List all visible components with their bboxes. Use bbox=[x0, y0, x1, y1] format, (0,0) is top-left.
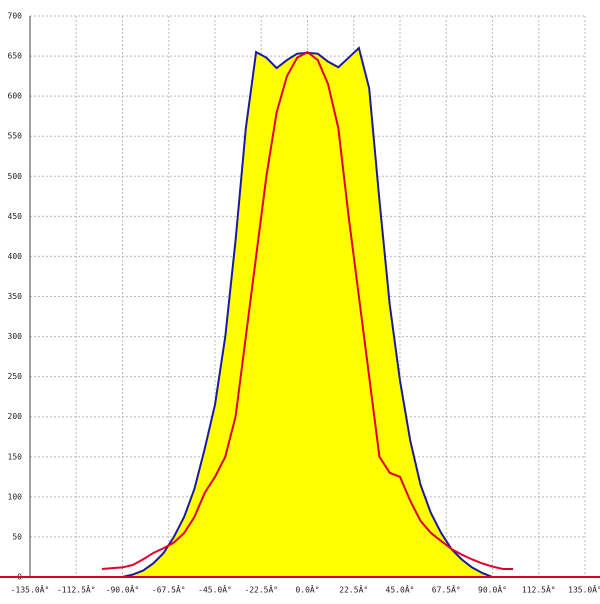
y-tick-label: 50 bbox=[12, 532, 22, 541]
x-tick-label: 45.0Â° bbox=[386, 584, 415, 595]
line bbox=[122, 46, 514, 578]
x-tick-label: 0.0Â° bbox=[295, 584, 319, 595]
x-tick-label: -112.5Â° bbox=[57, 584, 96, 595]
y-tick-label: 150 bbox=[8, 452, 23, 461]
x-tick-label: 135.0Â° bbox=[568, 584, 600, 595]
y-tick-label: 400 bbox=[8, 252, 23, 261]
x-tick-label: -67.5Â° bbox=[152, 584, 186, 595]
y-tick-label: 500 bbox=[8, 172, 23, 181]
y-tick-label: 100 bbox=[8, 492, 23, 501]
y-tick-label: 650 bbox=[8, 52, 23, 61]
x-tick-label: -22.5Â° bbox=[244, 584, 278, 595]
x-tick-label: -45.0Â° bbox=[198, 584, 232, 595]
x-tick-label: 112.5Â° bbox=[522, 584, 556, 595]
x-tick-label: -90.0Â° bbox=[106, 584, 140, 595]
y-tick-label: 200 bbox=[8, 412, 23, 421]
area bbox=[122, 48, 514, 578]
y-tick-label: 350 bbox=[8, 292, 23, 301]
x-tick-label: 90.0Â° bbox=[478, 584, 507, 595]
x-tick-label: 22.5Â° bbox=[339, 584, 368, 595]
x-tick-label: -135.0Â° bbox=[11, 584, 50, 595]
y-tick-label: 250 bbox=[8, 372, 23, 381]
x-tick-label: 67.5Â° bbox=[432, 584, 461, 595]
y-tick-label: 300 bbox=[8, 332, 23, 341]
y-tick-label: 600 bbox=[8, 92, 23, 101]
line bbox=[101, 50, 514, 570]
y-tick-label: 450 bbox=[8, 212, 23, 221]
y-tick-label: 550 bbox=[8, 132, 23, 141]
y-tick-label: 700 bbox=[8, 12, 23, 21]
